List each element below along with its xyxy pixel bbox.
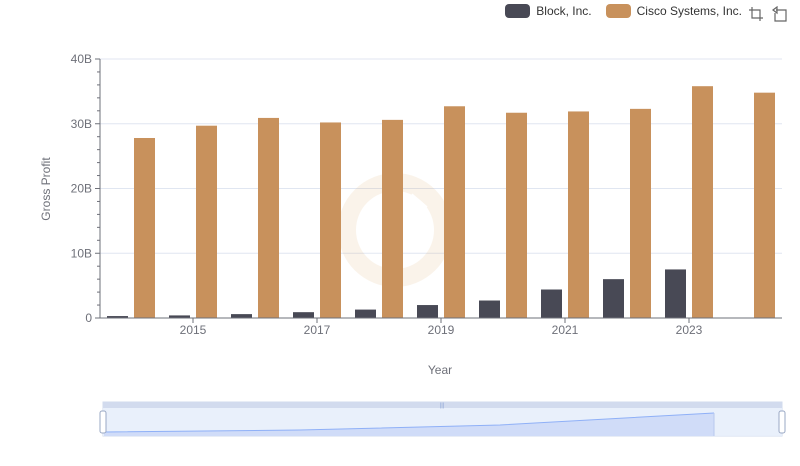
restore-icon[interactable] — [772, 6, 788, 22]
x-axis-title: Year — [428, 363, 452, 377]
legend-item-block[interactable]: Block, Inc. — [505, 4, 592, 18]
axes: 0 10B 20B 30B 40B 2015 2017 2019 2021 2023 — [71, 52, 782, 337]
bar-block-2018[interactable] — [355, 309, 376, 318]
x-tick-label: 2021 — [552, 323, 579, 337]
bar-block-2015[interactable] — [169, 315, 190, 318]
datazoom-preview-area — [104, 413, 714, 436]
bar-block-2017[interactable] — [293, 312, 314, 318]
x-tick-label: 2023 — [676, 323, 703, 337]
datazoom-slider[interactable]: ||| — [99, 401, 786, 437]
bar-cisco-2021[interactable] — [568, 111, 589, 318]
bar-cisco-2023[interactable] — [692, 86, 713, 318]
datazoom-handle-left[interactable] — [99, 410, 107, 434]
bar-cisco-2024[interactable] — [754, 92, 775, 318]
y-tick-label: 10B — [71, 246, 92, 260]
bar-cisco-2017[interactable] — [320, 122, 341, 318]
bar-block-2014[interactable] — [107, 316, 128, 318]
bars — [107, 86, 775, 319]
bar-cisco-2018[interactable] — [382, 119, 403, 319]
bar-block-2022[interactable] — [603, 279, 624, 318]
bar-block-2023[interactable] — [665, 269, 686, 318]
x-tick-label: 2017 — [304, 323, 331, 337]
bar-cisco-2015[interactable] — [196, 125, 217, 318]
bar-cisco-2022[interactable] — [630, 108, 651, 318]
y-tick-label: 30B — [71, 117, 92, 131]
x-tick-label: 2019 — [428, 323, 455, 337]
datazoom-preview-line — [103, 412, 715, 433]
bar-block-2016[interactable] — [231, 314, 252, 318]
datazoom-top-bar[interactable] — [103, 402, 782, 408]
y-axis-title: Gross Profit — [39, 157, 53, 221]
legend-label-cisco: Cisco Systems, Inc. — [636, 4, 742, 18]
bar-block-2021[interactable] — [541, 289, 562, 318]
zoom-icon[interactable] — [748, 6, 764, 22]
legend-swatch-block — [505, 4, 531, 18]
legend-label-block: Block, Inc. — [536, 4, 592, 18]
bar-block-2019[interactable] — [417, 305, 438, 318]
bar-cisco-2019[interactable] — [444, 106, 465, 318]
legend-swatch-cisco — [605, 4, 631, 18]
bar-cisco-2016[interactable] — [258, 117, 279, 318]
y-tick-label: 40B — [71, 52, 92, 66]
datazoom-grip-icon[interactable]: ||| — [440, 403, 445, 409]
toolbox — [748, 6, 788, 22]
legend: Block, Inc. Cisco Systems, Inc. — [505, 4, 742, 18]
bar-block-2020[interactable] — [479, 300, 500, 318]
y-tick-label: 0 — [85, 311, 92, 325]
x-tick-label: 2015 — [180, 323, 207, 337]
y-tick-label: 20B — [71, 182, 92, 196]
bar-cisco-2014[interactable] — [134, 137, 155, 318]
bar-cisco-2020[interactable] — [506, 112, 527, 319]
datazoom-handle-right[interactable] — [778, 410, 786, 434]
legend-item-cisco[interactable]: Cisco Systems, Inc. — [605, 4, 742, 18]
